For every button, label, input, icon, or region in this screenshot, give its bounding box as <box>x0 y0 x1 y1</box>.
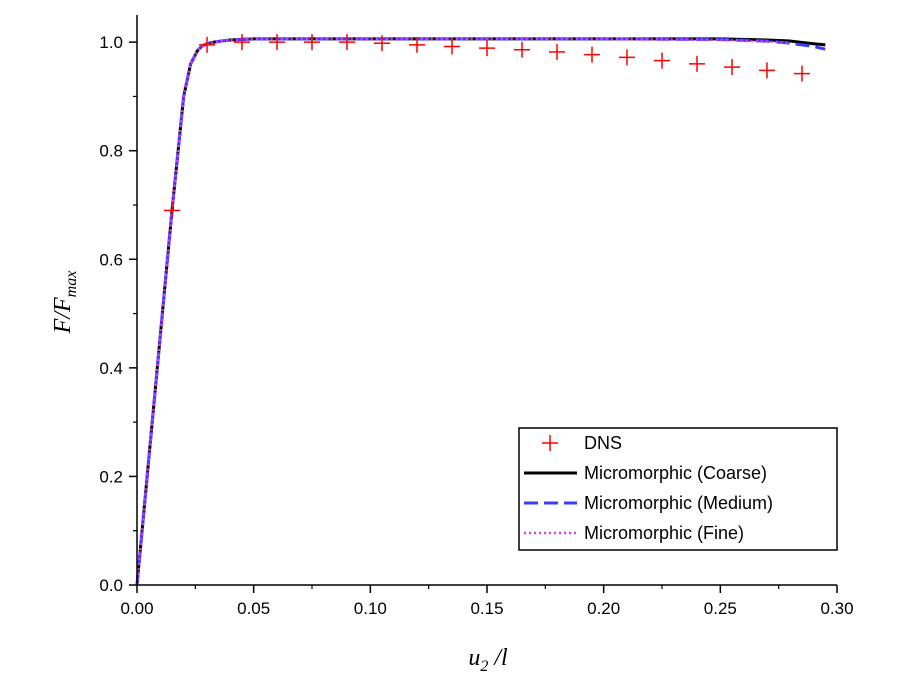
x-tick-label: 0.10 <box>354 599 387 618</box>
x-tick-label: 0.25 <box>704 599 737 618</box>
x-tick-label: 0.05 <box>237 599 270 618</box>
legend-box <box>518 427 838 551</box>
x-tick-label: 0.30 <box>820 599 853 618</box>
dns-point <box>654 52 670 69</box>
x-tick-label: 0.15 <box>470 599 503 618</box>
dns-point <box>269 34 285 51</box>
dns-point <box>479 40 495 57</box>
plot-area <box>135 34 826 586</box>
dns-point <box>304 34 320 51</box>
axes: 0.00 0.05 0.10 0.15 0.20 0.25 0.30 0.0 0.2 0.4 0.6… <box>99 15 854 618</box>
legend-label: Micromorphic (Medium) <box>584 493 773 513</box>
legend-label: DNS <box>584 433 622 453</box>
y-axis-title-sub: max <box>63 271 80 298</box>
series-markers-0 <box>164 34 810 219</box>
dns-point <box>549 43 565 60</box>
x-axis-title-rest: /l <box>488 645 508 671</box>
dns-point <box>374 35 390 52</box>
legend-item: Micromorphic (Medium) <box>524 493 773 513</box>
dns-point <box>199 36 215 53</box>
x-axis-title-main: u <box>468 645 480 671</box>
y-tick-label: 0.6 <box>99 250 123 269</box>
y-tick-label: 1.0 <box>99 33 123 52</box>
legend-items: DNS Micromorphic (Coarse) Micromorphic (Me… <box>524 433 773 543</box>
dns-point <box>689 55 705 72</box>
y-tick-label: 0.8 <box>99 142 123 161</box>
y-tick-label: 0.2 <box>99 467 123 486</box>
x-axis-title: u2 /l <box>468 645 508 675</box>
legend: DNS Micromorphic (Coarse) Micromorphic (Me… <box>518 427 838 551</box>
legend-item: Micromorphic (Fine) <box>524 523 744 543</box>
legend-item: Micromorphic (Coarse) <box>524 463 767 483</box>
y-tick-label: 0.4 <box>99 359 123 378</box>
dns-point <box>794 65 810 82</box>
dns-point <box>724 59 740 76</box>
y-axis-title-main: F/F <box>50 297 76 334</box>
legend-item: DNS <box>542 433 622 453</box>
x-tick-label: 0.00 <box>120 599 153 618</box>
x-axis-title-sub: 2 <box>480 658 488 675</box>
dns-point <box>514 41 530 58</box>
dns-point <box>234 34 250 51</box>
x-tick-label: 0.20 <box>587 599 620 618</box>
dns-point <box>759 62 775 79</box>
dns-point <box>339 34 355 51</box>
dns-point <box>409 36 425 53</box>
legend-label: Micromorphic (Fine) <box>584 523 744 543</box>
dns-point <box>584 46 600 63</box>
dns-point <box>619 49 635 66</box>
y-axis-title: F/Fmax <box>50 271 80 335</box>
y-tick-label: 0.0 <box>99 576 123 595</box>
dns-point <box>164 202 180 219</box>
dns-point <box>444 38 460 55</box>
legend-label: Micromorphic (Coarse) <box>584 463 767 483</box>
